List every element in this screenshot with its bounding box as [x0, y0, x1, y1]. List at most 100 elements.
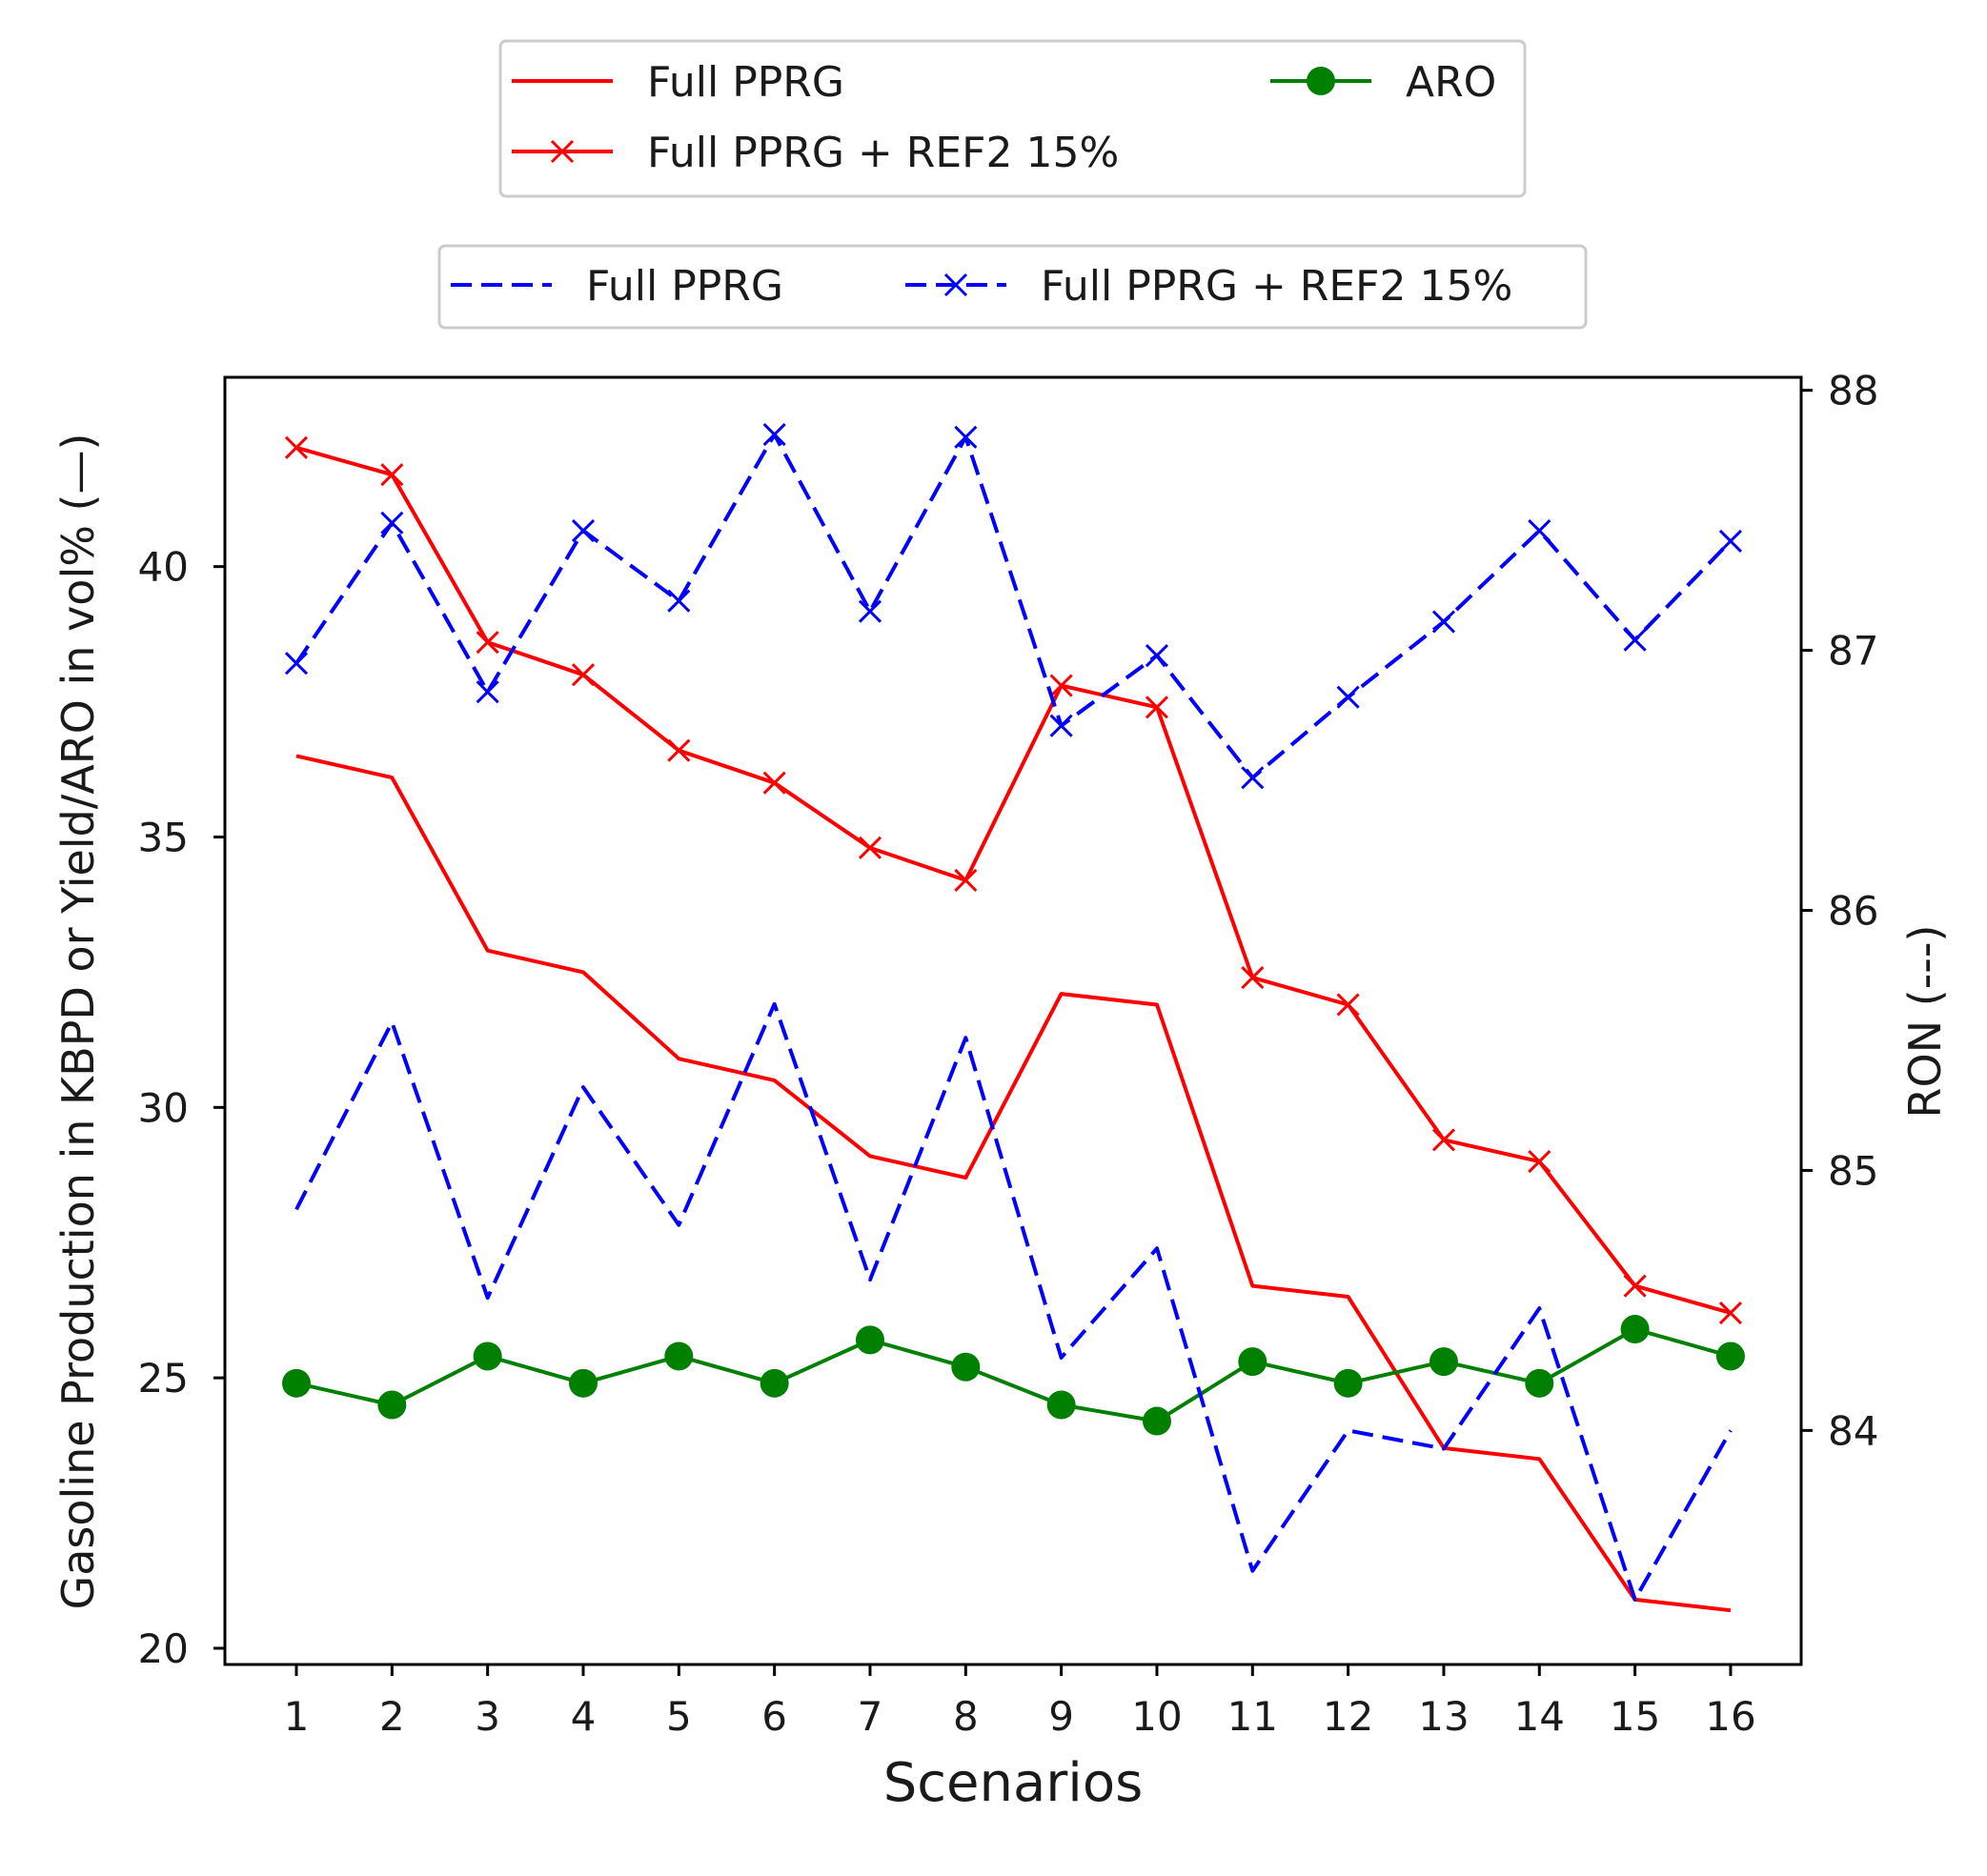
series-layer [282, 422, 1745, 1613]
series-full-pprg-ref2-15-left-marked-point-stroke-b [1528, 1150, 1551, 1174]
legend-entry-ron-full-pprg-plain-label: Full PPRG [586, 262, 783, 311]
series-full-pprg-ref2-15-left-marked-point-stroke-b [1049, 674, 1073, 697]
series-full-pprg-ref2-15-right-marked-point [1336, 685, 1360, 709]
y-axis-right: 84 85 86 87 88 [1801, 368, 1878, 1454]
y-left-tick-label: 35 [138, 815, 189, 861]
series-full-pprg-ref2-15-left-marked-point [858, 836, 882, 859]
x-tick-label: 13 [1418, 1693, 1469, 1740]
x-tick-label: 15 [1610, 1693, 1660, 1740]
y-left-tick-label: 20 [138, 1625, 189, 1672]
series-full-pprg-ref2-15-left-marked-point [1336, 993, 1360, 1017]
series-full-pprg-ref2-15-left-marked-point [1431, 1128, 1456, 1152]
legend-secondary-frame [437, 244, 1588, 330]
series-full-pprg-ref2-15-left-marked-point [954, 868, 978, 892]
x-tick-label: 8 [953, 1693, 979, 1740]
series-full-pprg-ref2-15-left-marked-point [1049, 674, 1073, 697]
series-aro-left-marked-point [377, 1390, 407, 1420]
series-full-pprg-ref2-15-right-marked-point [954, 425, 978, 449]
series-full-pprg-ref2-15-right-marked-point [476, 680, 499, 704]
legend-secondary: Full PPRG Full PPRG + REF2 15% [437, 244, 1588, 330]
series-full-pprg-ref2-15-left-marked-point [571, 663, 596, 687]
legend-entry-ron-full-pprg-ref2-15-marked-marker [943, 272, 968, 297]
legend-entry-full-pprg-ref2-15-marked-marker-stroke-b [550, 139, 575, 164]
x-tick-label: 9 [1048, 1693, 1074, 1740]
series-aro-left-marked-point [951, 1352, 981, 1382]
legend-entry-full-pprg-ref2-15-marked: Full PPRG + REF2 15% [512, 129, 1119, 177]
legend-entry-aro-marked: ARO [1270, 58, 1496, 107]
series-full-pprg-ref2-15-left-marked-line [295, 445, 1732, 1315]
series-full-pprg-ref2-15-left-marked [284, 435, 1743, 1325]
series-full-pprg-ref2-15-right-marked-point [284, 652, 309, 676]
legend-entry-ron-full-pprg-plain: Full PPRG [451, 262, 783, 311]
series-full-pprg-ref2-15-right-marked-point [380, 511, 404, 535]
series-full-pprg-ref2-15-left-marked-point [667, 738, 691, 762]
y-left-tick-label: 30 [138, 1084, 189, 1131]
series-full-pprg-ref2-15-left-marked-point-stroke-b [954, 868, 978, 892]
x-tick-label: 3 [475, 1693, 500, 1740]
legend-primary-entries: Full PPRG Full PPRG + REF2 15% ARO [512, 58, 1496, 177]
series-full-pprg-ref2-15-left-marked-point [476, 631, 499, 655]
x-tick-label: 4 [571, 1693, 597, 1740]
legend-entry-aro-marked-marker [1307, 67, 1335, 95]
series-full-pprg-ref2-15-right-marked-point-stroke-b [954, 425, 978, 449]
series-aro-left-marked-point [1429, 1347, 1458, 1377]
series-full-pprg-ref2-15-left-marked-point-stroke-b [667, 738, 691, 762]
series-full-pprg-ref2-15-left-marked-point [284, 435, 309, 459]
y-axis-right-title: RON (---) [1899, 925, 1951, 1119]
series-full-pprg-ref2-15-left-marked-point [1241, 966, 1265, 990]
x-axis-title: Scenarios [883, 1752, 1144, 1814]
legend-secondary-entries: Full PPRG Full PPRG + REF2 15% [451, 262, 1512, 311]
x-tick-label: 12 [1323, 1693, 1373, 1740]
series-full-pprg-ref2-15-right-marked-point [1241, 766, 1265, 790]
series-full-pprg-ref2-15-right-marked-point [571, 518, 596, 543]
plot-area [223, 375, 1803, 1666]
legend-entry-full-pprg-plain-label: Full PPRG [647, 58, 844, 107]
series-full-pprg-ref2-15-right-marked-point-stroke-b [1528, 518, 1551, 543]
x-axis: 1 2 3 4 5 6 7 8 9 10 11 12 13 14 15 16 [284, 1664, 1756, 1740]
series-full-pprg-ref2-15-right-marked-point [1145, 643, 1169, 668]
series-full-pprg-ref2-15-left-marked-point [1623, 1274, 1647, 1298]
series-full-pprg-ref2-15-left-marked-point-stroke-b [571, 663, 596, 687]
series-aro-left-marked-point [1620, 1315, 1650, 1344]
series-full-pprg-ref2-15-left-marked-point-stroke-b [858, 836, 882, 859]
series-full-pprg-ref2-15-right-marked-point [1431, 610, 1456, 634]
series-full-pprg-ref2-15-left-marked-point [1145, 696, 1169, 719]
series-full-pprg-ref2-15-right-marked-point-stroke-b [380, 511, 404, 535]
series-full-pprg-ref2-15-left-marked-point-stroke-b [380, 463, 404, 487]
series-full-pprg-left-plain-line [295, 754, 1732, 1613]
y-right-tick-label: 85 [1828, 1147, 1878, 1194]
y-axis-left: 20 25 30 35 40 [138, 544, 225, 1672]
series-full-pprg-ref2-15-right-marked-point-stroke-b [667, 589, 691, 613]
y-right-tick-label: 88 [1828, 368, 1878, 414]
series-full-pprg-ref2-15-left-marked-point-stroke-b [1431, 1128, 1456, 1152]
legend-entry-full-pprg-plain: Full PPRG [512, 58, 844, 107]
x-tick-label: 1 [284, 1693, 310, 1740]
y-axis-left-title: Gasoline Production in KBPD or Yield/ARO… [52, 434, 104, 1610]
series-aro-left-marked-point [1525, 1368, 1554, 1398]
x-tick-label: 7 [858, 1693, 883, 1740]
series-full-pprg-right-plain-line [294, 1001, 1733, 1602]
legend-primary-frame [498, 39, 1527, 198]
series-full-pprg-ref2-15-right-marked-point [858, 599, 882, 623]
series-full-pprg-ref2-15-right-marked-line [294, 433, 1733, 780]
series-full-pprg-left-plain [295, 754, 1732, 1613]
y-left-tick-label: 40 [138, 544, 189, 591]
plot-frame [223, 375, 1803, 1666]
series-full-pprg-ref2-15-right-marked-point-stroke-b [1623, 628, 1647, 652]
series-aro-left-marked-point [1142, 1406, 1171, 1436]
series-aro-left-marked-point [760, 1368, 789, 1398]
series-full-pprg-ref2-15-left-marked-point-stroke-b [284, 435, 309, 459]
x-tick-label: 11 [1227, 1693, 1278, 1740]
series-full-pprg-ref2-15-left-marked-point [380, 463, 404, 487]
legend-primary: Full PPRG Full PPRG + REF2 15% ARO [498, 39, 1527, 198]
legend-entry-ron-full-pprg-ref2-15-marked-label: Full PPRG + REF2 15% [1041, 262, 1512, 311]
series-full-pprg-ref2-15-right-marked-point-stroke-b [762, 422, 786, 447]
series-aro-left-marked-point [282, 1368, 311, 1398]
series-full-pprg-ref2-15-left-marked-point-stroke-b [762, 771, 786, 795]
series-full-pprg-ref2-15-right-marked-point [1049, 714, 1073, 737]
x-tick-label: 6 [761, 1693, 787, 1740]
series-full-pprg-ref2-15-left-marked-point-stroke-b [1718, 1301, 1743, 1325]
series-aro-left-marked-point [473, 1341, 502, 1371]
x-tick-label: 14 [1514, 1693, 1565, 1740]
